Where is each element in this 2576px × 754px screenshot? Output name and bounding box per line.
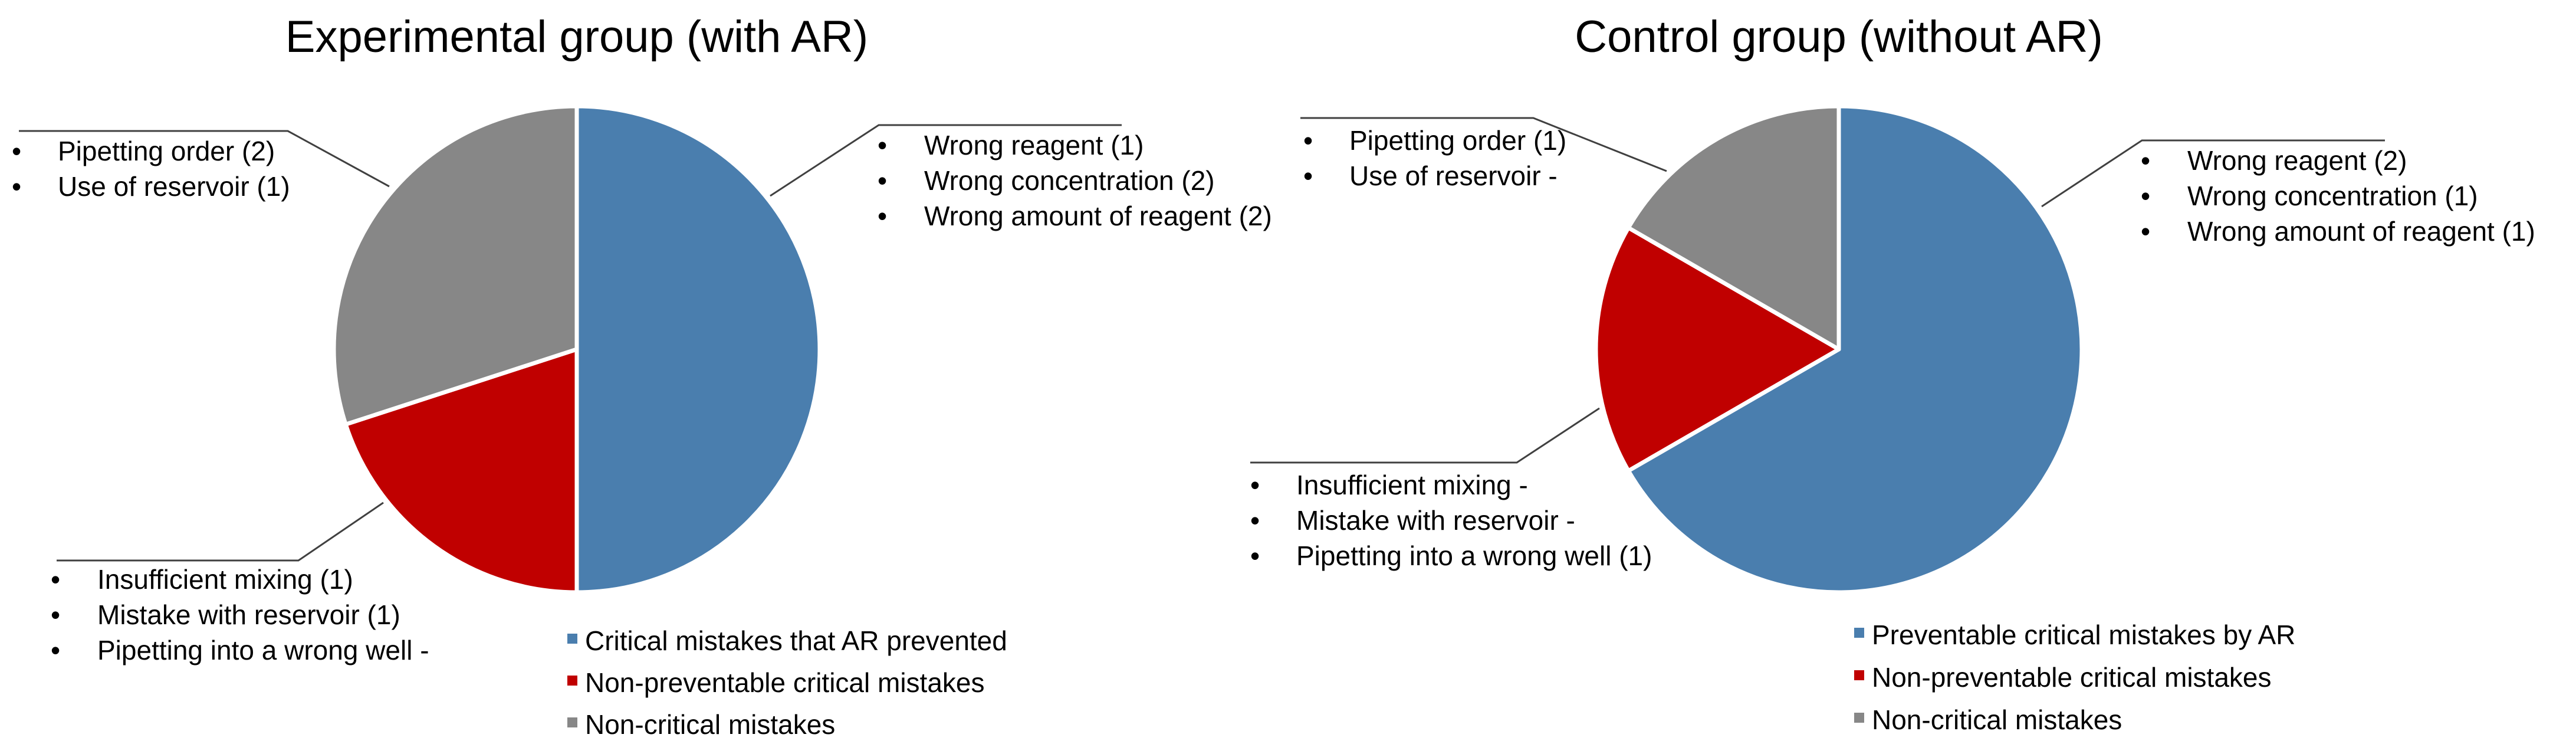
bullet: • xyxy=(1250,505,1260,536)
legend-swatch xyxy=(1854,713,1864,723)
legend-swatch xyxy=(567,676,577,686)
bullet: • xyxy=(878,130,887,160)
bullet: • xyxy=(878,201,887,231)
pie-slice-non-preventable-critical-mistakes xyxy=(343,347,579,595)
pie-slice-non-critical-mistakes xyxy=(331,104,579,427)
bullet: • xyxy=(1250,470,1260,500)
pie-slice-critical-mistakes-that-ar-prevented xyxy=(574,104,822,595)
annotation-item: Wrong concentration (2) xyxy=(924,165,1215,196)
leader-line xyxy=(770,124,1122,197)
legend-entry: Non-critical mistakes xyxy=(1872,704,2122,735)
bullet: • xyxy=(2141,216,2150,247)
bullet: • xyxy=(12,136,21,166)
annotation-item: Wrong reagent (2) xyxy=(2187,145,2407,176)
legend-swatch xyxy=(567,634,577,644)
legend-entry: Non-preventable critical mistakes xyxy=(1872,662,2272,693)
bullet: • xyxy=(51,635,60,666)
annotation-item: Use of reservoir - xyxy=(1349,160,1558,191)
annotation-item: Insufficient mixing - xyxy=(1296,470,1528,500)
bullet: • xyxy=(2141,181,2150,211)
annotation-item: Wrong concentration (1) xyxy=(2187,181,2478,211)
leader-line xyxy=(2041,139,2385,208)
annotation-item: Wrong amount of reagent (2) xyxy=(924,201,1272,231)
annotation-item: Mistake with reservoir (1) xyxy=(97,599,400,630)
annotation-item: Pipetting into a wrong well (1) xyxy=(1296,540,1652,571)
pie-slice-preventable-critical-mistakes-by-ar xyxy=(1626,104,2084,595)
leader-line xyxy=(1300,117,1667,172)
legend: Critical mistakes that AR prevented Non-… xyxy=(567,625,1007,740)
legend: Preventable critical mistakes by AR Non-… xyxy=(1854,619,2295,735)
bullet: • xyxy=(1303,160,1313,191)
bullet: • xyxy=(51,564,60,595)
chart-experimental: Experimental group (with AR) • Wrong rea… xyxy=(12,12,1272,740)
leader-line xyxy=(19,130,390,188)
annotation-group-non-critical: • Pipetting order (2) • Use of reservoir… xyxy=(12,130,390,202)
leader-line xyxy=(57,501,384,562)
legend-entry: Preventable critical mistakes by AR xyxy=(1872,619,2295,650)
legend-swatch xyxy=(1854,628,1864,638)
bullet: • xyxy=(1303,125,1313,156)
annotation-item: Pipetting into a wrong well - xyxy=(97,635,429,666)
bullet: • xyxy=(2141,145,2150,176)
annotation-group-preventable: • Wrong reagent (2) • Wrong concentratio… xyxy=(2041,139,2535,247)
annotation-item: Use of reservoir (1) xyxy=(58,171,290,202)
legend-swatch xyxy=(567,717,577,727)
bullet: • xyxy=(51,599,60,630)
annotation-item: Mistake with reservoir - xyxy=(1296,505,1575,536)
annotation-item: Pipetting order (1) xyxy=(1349,125,1566,156)
annotation-group-preventable: • Wrong reagent (1) • Wrong concentratio… xyxy=(770,124,1272,231)
annotation-group-non-critical: • Pipetting order (1) • Use of reservoir… xyxy=(1300,117,1667,191)
annotation-group-non-preventable: • Insufficient mixing - • Mistake with r… xyxy=(1250,407,1652,571)
bullet: • xyxy=(878,165,887,196)
chart-control: Control group (without AR) • Wrong reage… xyxy=(1250,12,2535,735)
leader-line xyxy=(1250,407,1600,464)
annotation-item: Pipetting order (2) xyxy=(58,136,275,166)
chart-title: Experimental group (with AR) xyxy=(285,12,868,62)
legend-entry: Non-preventable critical mistakes xyxy=(585,667,985,698)
pie-slice-non-preventable-critical-mistakes xyxy=(1593,225,1841,473)
legend-entry: Non-critical mistakes xyxy=(585,709,835,740)
annotation-item: Wrong amount of reagent (1) xyxy=(2187,216,2535,247)
legend-swatch xyxy=(1854,670,1864,680)
legend-entry: Critical mistakes that AR prevented xyxy=(585,625,1007,656)
bullet: • xyxy=(12,171,21,202)
annotation-item: Insufficient mixing (1) xyxy=(97,564,353,595)
annotation-group-non-preventable: • Insufficient mixing (1) • Mistake with… xyxy=(51,501,429,666)
pie-slices xyxy=(331,104,822,595)
chart-title: Control group (without AR) xyxy=(1575,12,2103,62)
bullet: • xyxy=(1250,540,1260,571)
pie-slice-non-critical-mistakes xyxy=(1626,104,1841,352)
annotation-item: Wrong reagent (1) xyxy=(924,130,1144,160)
pie-slices xyxy=(1593,104,2084,595)
